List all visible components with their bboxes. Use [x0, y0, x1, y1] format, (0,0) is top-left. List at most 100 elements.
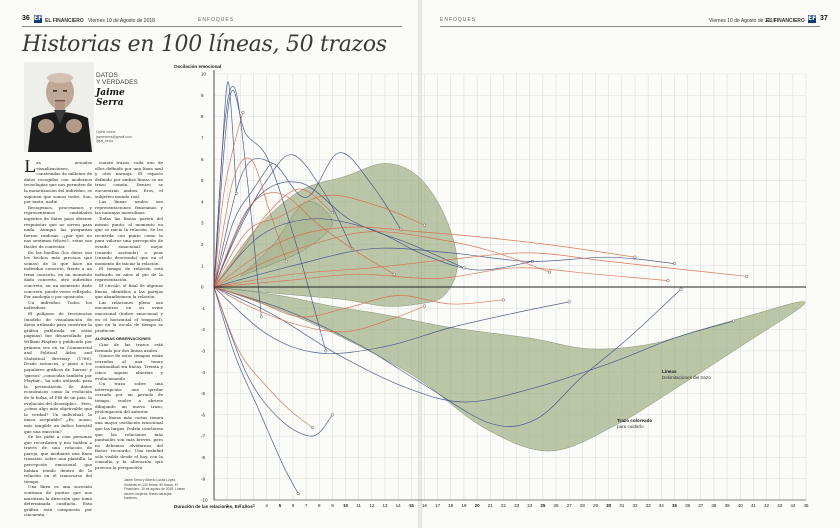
article-paragraph: Las líneas más cortas tienen una mayor o… [95, 414, 163, 471]
line-end-point [330, 210, 334, 214]
author-kicker: DATOS Y VERDADES [96, 72, 138, 86]
right-masthead: EL FINANCIERO [766, 18, 805, 24]
x-tick-label: 2 [239, 503, 242, 508]
x-tick-label: 29 [593, 503, 599, 508]
line-end-point [672, 262, 676, 266]
x-tick-label: 25 [540, 503, 546, 508]
x-tick-label: 6 [292, 503, 295, 508]
y-tick-label: -3 [201, 349, 205, 354]
line-end-point [311, 426, 315, 430]
x-tick-label: 42 [764, 503, 770, 508]
article-paragraph: Las relaciones pleno son encuentros en s… [95, 299, 163, 333]
line-end-point [296, 492, 300, 496]
y-tick-label: 10 [201, 72, 207, 77]
line-end-point [462, 266, 466, 270]
x-tick-label: 17 [435, 503, 441, 508]
line-end-point [422, 223, 427, 227]
x-tick-label: 19 [461, 503, 467, 508]
right-section-tag: ENFOQUES [440, 17, 477, 23]
article-paragraph: El polígono de frecuencias (modelo de vi… [24, 311, 92, 434]
x-tick-label: 40 [738, 503, 744, 508]
contact-handle[interactable]: @jai_serra [96, 139, 113, 143]
x-tick-label: 1 [226, 503, 229, 508]
x-tick-label: 39 [725, 503, 731, 508]
contact-line-1: Opine usted: [96, 130, 116, 134]
x-tick-label: 11 [356, 503, 361, 508]
women-line [213, 247, 675, 288]
line-end-point [679, 287, 683, 291]
y-tick-label: 2 [201, 242, 204, 247]
article-column-2: cuenta trazos, cada uno de ellos definid… [95, 160, 163, 472]
headline: Historias en 100 líneas, 50 trazos [22, 32, 387, 57]
x-tick-label: 3 [252, 503, 255, 508]
women-line [213, 286, 299, 494]
author-portrait-image [24, 62, 94, 152]
y-tick-label: -5 [201, 391, 205, 396]
x-tick-label: 28 [580, 503, 586, 508]
line-end-point [234, 191, 238, 195]
x-tick-label: 34 [659, 503, 665, 508]
men-line [213, 252, 747, 288]
left-section-badge: EF [34, 15, 43, 23]
y-tick-label: -7 [201, 434, 205, 439]
y-tick-label: -6 [201, 412, 205, 417]
x-tick-label: 26 [554, 503, 560, 508]
x-tick-label: 27 [567, 503, 573, 508]
annotation-lines: Líneas Delimitaciones del trazo [662, 369, 711, 380]
y-tick-label: 0 [201, 285, 204, 290]
kicker-line-1: DATOS [96, 72, 118, 79]
y-tick-label: 5 [201, 178, 204, 183]
x-tick-label: 7 [305, 503, 308, 508]
x-tick-label: 5 [279, 503, 282, 508]
chart-areas [213, 163, 806, 452]
y-tick-label: 8 [201, 114, 204, 119]
drop-cap: L [24, 160, 36, 177]
article-paragraph: Un trazo sobre una interrupción: uno que… [95, 381, 163, 415]
women-line [213, 218, 533, 288]
x-tick-label: 22 [501, 503, 507, 508]
line-end-point [392, 272, 396, 276]
x-tick-label: 32 [632, 503, 638, 508]
men-line [213, 286, 313, 428]
y-tick-label: -8 [201, 455, 205, 460]
x-tick-label: 20 [475, 503, 481, 508]
x-tick-label: 16 [422, 503, 428, 508]
right-section-badge: EF [808, 15, 817, 23]
line-end-point [284, 259, 288, 263]
x-tick-label: 37 [698, 503, 704, 508]
men-line [213, 112, 244, 288]
author-photo [24, 62, 94, 152]
left-date-line: Viernes 10 de Agosto de 2018 [88, 18, 155, 24]
x-tick-label: 31 [619, 503, 625, 508]
article-paragraph: Se les pidió a cien personas que recorda… [24, 434, 92, 484]
men-line [213, 267, 668, 288]
article-paragraph: El círculo, el final de algunas líneas, … [95, 283, 163, 300]
author-contact: Opine usted: jaimeserra@gmail.com @jai_s… [96, 130, 132, 144]
x-tick-label: 45 [804, 503, 810, 508]
annotation-colored-trace: Trazo coloreado para cuidarlo [617, 418, 652, 429]
men-line [213, 192, 395, 288]
line-end-point [745, 274, 749, 278]
annotation-trace-title: Trazo coloreado [617, 418, 652, 423]
men-line [213, 286, 504, 318]
men-line [213, 231, 550, 288]
y-tick-label: 9 [201, 93, 204, 98]
x-tick-label: 18 [448, 503, 454, 508]
annotation-lines-title: Líneas [662, 369, 677, 374]
y-tick-label: -9 [201, 476, 205, 481]
trace-area [213, 163, 458, 307]
contact-email[interactable]: jaimeserra@gmail.com [96, 134, 132, 139]
article-paragraph: En las huellas (los datos son los hechos… [24, 249, 92, 300]
left-section-tag: ENFOQUES [198, 17, 235, 23]
line-end-point [732, 319, 736, 323]
article-paragraph: cuenta trazos, cada uno de ellos definid… [95, 160, 163, 199]
women-line [213, 163, 271, 288]
y-tick-label: -10 [201, 498, 208, 503]
women-line [213, 286, 333, 437]
men-line [213, 194, 425, 288]
x-tick-label: 44 [790, 503, 796, 508]
line-end-point [269, 161, 273, 166]
x-tick-label: 4 [265, 503, 268, 508]
